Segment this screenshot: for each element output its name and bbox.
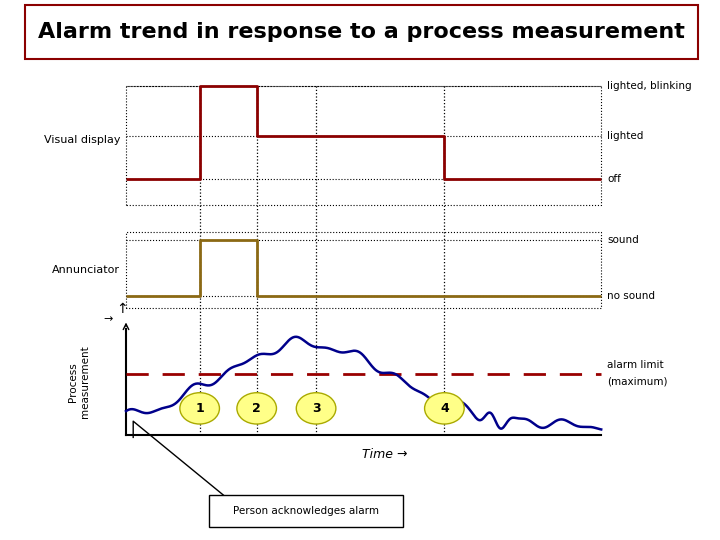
Text: sound: sound [607, 235, 639, 245]
Text: lighted: lighted [607, 131, 644, 141]
Text: off: off [607, 174, 621, 184]
Text: alarm limit: alarm limit [607, 360, 664, 370]
Text: ↑: ↑ [117, 302, 128, 316]
Text: (maximum): (maximum) [607, 377, 667, 387]
Text: 3: 3 [312, 402, 320, 415]
Ellipse shape [297, 393, 336, 424]
Text: lighted, blinking: lighted, blinking [607, 82, 692, 91]
Text: Alarm trend in response to a process measurement: Alarm trend in response to a process mea… [38, 22, 685, 43]
FancyBboxPatch shape [25, 5, 698, 59]
Text: →: → [103, 314, 113, 324]
Text: no sound: no sound [607, 292, 655, 301]
Text: 2: 2 [252, 402, 261, 415]
Ellipse shape [237, 393, 276, 424]
Ellipse shape [425, 393, 464, 424]
Ellipse shape [180, 393, 220, 424]
Text: Annunciator: Annunciator [53, 265, 120, 275]
Text: Time →: Time → [362, 448, 408, 461]
FancyBboxPatch shape [209, 495, 403, 526]
Text: Visual display: Visual display [44, 136, 120, 145]
Text: Person acknowledges alarm: Person acknowledges alarm [233, 506, 379, 516]
Text: Process
measurement: Process measurement [68, 346, 90, 418]
Text: 4: 4 [440, 402, 449, 415]
Text: 1: 1 [195, 402, 204, 415]
